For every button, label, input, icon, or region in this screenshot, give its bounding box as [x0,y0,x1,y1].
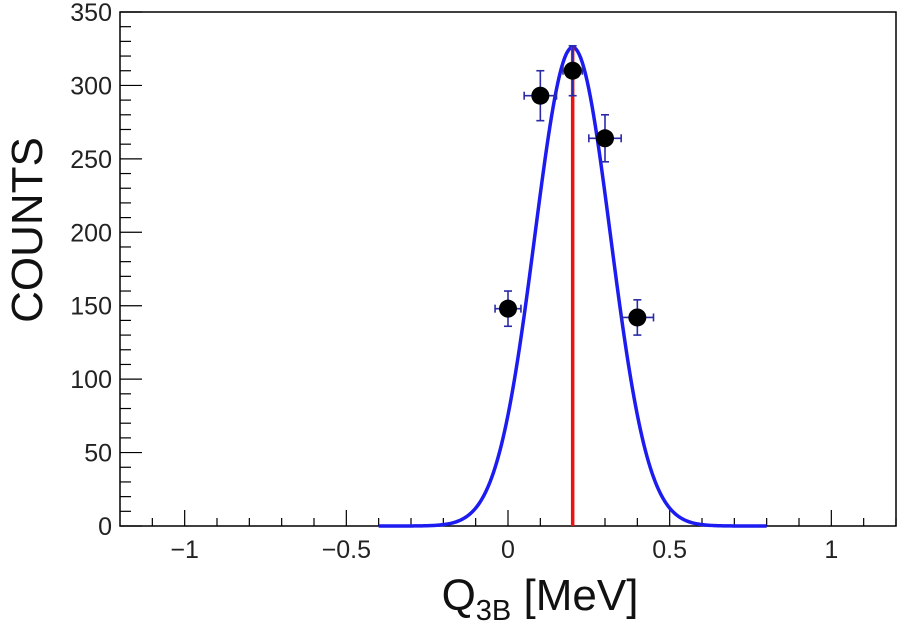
y-tick-label: 100 [70,366,112,394]
x-tick-label: −0.5 [322,536,371,564]
data-point-group [620,299,655,336]
y-tick-label: 50 [84,440,112,468]
data-point [531,86,550,105]
x-tick-label: 1 [824,536,838,564]
data-point-group [523,69,558,122]
data-point-group [562,44,584,97]
y-tick-label: 200 [70,219,112,247]
x-axis-title-unit: [MeV] [511,571,638,620]
data-point-group [588,114,622,163]
plot-frame [119,11,897,527]
y-tick-labels: 0 50 100 150 200 250 300 350 [70,0,112,541]
x-tick-labels: −1 −0.5 0 0.5 1 [170,536,838,564]
data-point-group [494,290,522,328]
y-tick-label: 0 [98,513,112,541]
x-tick-label: 0 [501,536,515,564]
data-point [563,61,582,80]
y-tick-label: 350 [70,0,112,27]
x-axis-title-subscript: 3B [476,595,511,627]
y-axis-title: COUNTS [3,137,52,323]
x-ticks [151,510,897,526]
data-point [628,308,647,327]
data-point [596,129,614,148]
x-tick-label: 0.5 [652,536,687,564]
data-point [499,299,517,318]
y-tick-label: 150 [70,293,112,321]
y-ticks [120,11,142,527]
x-axis-title: Q3B [MeV] [442,571,639,627]
data-points [494,44,655,336]
x-tick-label: −1 [170,536,199,564]
y-tick-label: 300 [70,72,112,100]
y-tick-label: 250 [70,146,112,174]
x-axis-title-main: Q [442,571,476,620]
